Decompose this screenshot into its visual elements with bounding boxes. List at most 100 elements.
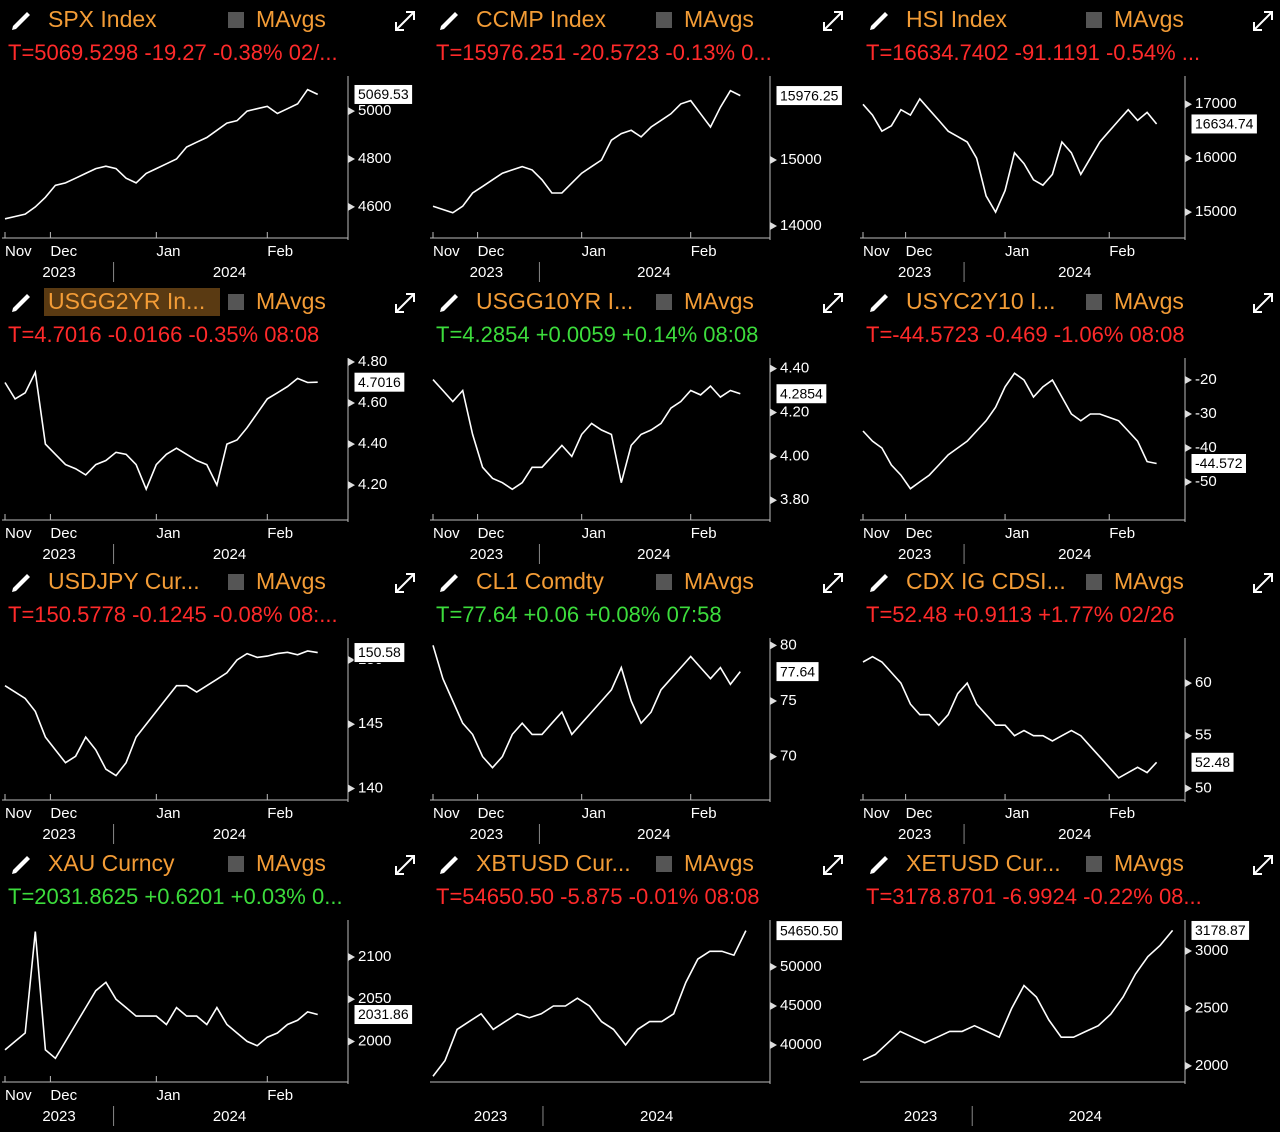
y-tick-label: -30 — [1195, 405, 1217, 422]
expand-icon — [1253, 11, 1273, 31]
x-tick-label: Nov — [5, 243, 32, 260]
y-tick — [1185, 731, 1192, 740]
edit-icon — [12, 12, 30, 30]
y-tick — [348, 155, 355, 163]
edit-icon — [870, 294, 888, 312]
y-tick — [348, 720, 355, 729]
y-tick-label: 15000 — [1195, 203, 1237, 220]
y-tick-label: 16000 — [1195, 149, 1237, 166]
y-tick-label: 4.20 — [358, 476, 387, 493]
expand-icon — [395, 573, 415, 593]
chart-panel: USDJPY Cur... MAvgs T=150.5778 -0.1245 -0.… — [2, 568, 415, 844]
edit-icon — [870, 856, 888, 874]
y-tick-label: 2100 — [358, 948, 391, 965]
last-value-box — [353, 1004, 414, 1026]
expand-icon — [1253, 573, 1273, 593]
x-tick-label: Jan — [582, 243, 606, 260]
price-line — [432, 89, 741, 214]
expand-icon — [395, 855, 415, 875]
x-tick-label: Feb — [267, 1087, 293, 1104]
quote-line: T=-44.5723 -0.469 -1.06% 08:08 — [866, 322, 1185, 347]
x-tick-label: Jan — [1005, 243, 1029, 260]
legend-label: MAvgs — [256, 288, 326, 314]
last-value-box — [1190, 113, 1258, 135]
y-tick — [1185, 100, 1192, 109]
y-tick — [770, 496, 777, 505]
edit-icon — [440, 856, 458, 874]
edit-icon — [870, 574, 888, 592]
year-label: 2023 — [42, 1108, 75, 1125]
x-tick-label: Jan — [156, 805, 180, 822]
y-tick — [348, 399, 355, 408]
year-label: 2023 — [898, 264, 931, 281]
y-tick — [770, 696, 777, 705]
year-label: 2024 — [1058, 264, 1091, 281]
legend-label: MAvgs — [684, 850, 754, 876]
y-tick — [1185, 947, 1192, 956]
checkbox — [656, 574, 672, 590]
year-label: 2023 — [474, 1108, 507, 1125]
y-tick — [770, 962, 777, 971]
y-tick-label: 2000 — [358, 1032, 391, 1049]
price-line — [862, 929, 1174, 1061]
chart-title: XBTUSD Cur... — [476, 850, 631, 876]
y-tick — [348, 107, 355, 116]
chart-title: CCMP Index — [476, 6, 606, 32]
price-line — [432, 645, 741, 769]
y-tick — [1185, 443, 1192, 452]
expand-icon — [1253, 293, 1273, 313]
price-line — [4, 931, 318, 1060]
chart-title: XETUSD Cur... — [906, 850, 1061, 876]
x-tick-label: Feb — [267, 243, 293, 260]
legend-label: MAvgs — [256, 568, 326, 594]
y-tick-label: 80 — [780, 636, 797, 653]
last-value-box — [353, 642, 406, 664]
year-label: 2023 — [898, 826, 931, 843]
expand-icon — [823, 855, 843, 875]
last-value-label: 2031.86 — [358, 1006, 409, 1022]
chart-title: USDJPY Cur... — [48, 568, 200, 594]
quote-line: T=52.48 +0.9113 +1.77% 02/26 — [866, 602, 1174, 627]
y-tick — [348, 481, 355, 490]
chart-panel: USGG2YR In... MAvgs T=4.7016 -0.0166 -0.35… — [2, 288, 415, 564]
x-tick-label: Jan — [156, 525, 180, 542]
year-label: 2024 — [637, 826, 670, 843]
chart-panel: XETUSD Cur... MAvgs T=3178.8701 -6.9924 -0… — [860, 850, 1273, 1126]
x-tick-label: Jan — [156, 1087, 180, 1104]
year-label: 2023 — [470, 264, 503, 281]
chart-panel: USYC2Y10 I... MAvgs T=-44.5723 -0.469 -1.0… — [860, 288, 1273, 564]
legend-label: MAvgs — [1114, 288, 1184, 314]
y-tick-label: 60 — [1195, 674, 1212, 691]
x-tick-label: Dec — [906, 525, 933, 542]
quote-line: T=4.2854 +0.0059 +0.14% 08:08 — [436, 322, 758, 347]
legend-label: MAvgs — [256, 850, 326, 876]
year-label: 2024 — [213, 546, 246, 563]
last-value-box — [353, 83, 414, 105]
edit-icon — [870, 12, 888, 30]
y-tick — [1185, 154, 1192, 163]
quote-line: T=54650.50 -5.875 -0.01% 08:08 — [436, 884, 760, 909]
y-tick — [770, 452, 777, 461]
y-tick — [770, 364, 777, 373]
y-tick-label: 40000 — [780, 1036, 822, 1053]
title-highlight — [44, 288, 220, 316]
chart-title: CL1 Comdty — [476, 568, 604, 594]
y-tick-label: 4.80 — [358, 353, 387, 370]
year-label: 2024 — [637, 264, 670, 281]
y-tick — [1185, 208, 1192, 217]
y-tick-label: 2000 — [1195, 1057, 1228, 1074]
y-tick — [1185, 376, 1192, 385]
y-tick-label: 50 — [1195, 779, 1212, 796]
x-tick-label: Nov — [433, 525, 460, 542]
y-tick — [770, 155, 777, 164]
x-tick-label: Feb — [267, 525, 293, 542]
last-value-box — [775, 383, 828, 405]
y-tick — [348, 358, 355, 366]
last-value-box — [1190, 453, 1247, 475]
chart-title: XAU Curncy — [48, 850, 175, 876]
edit-icon — [440, 574, 458, 592]
last-value-box — [775, 85, 843, 107]
x-tick-label: Nov — [433, 805, 460, 822]
